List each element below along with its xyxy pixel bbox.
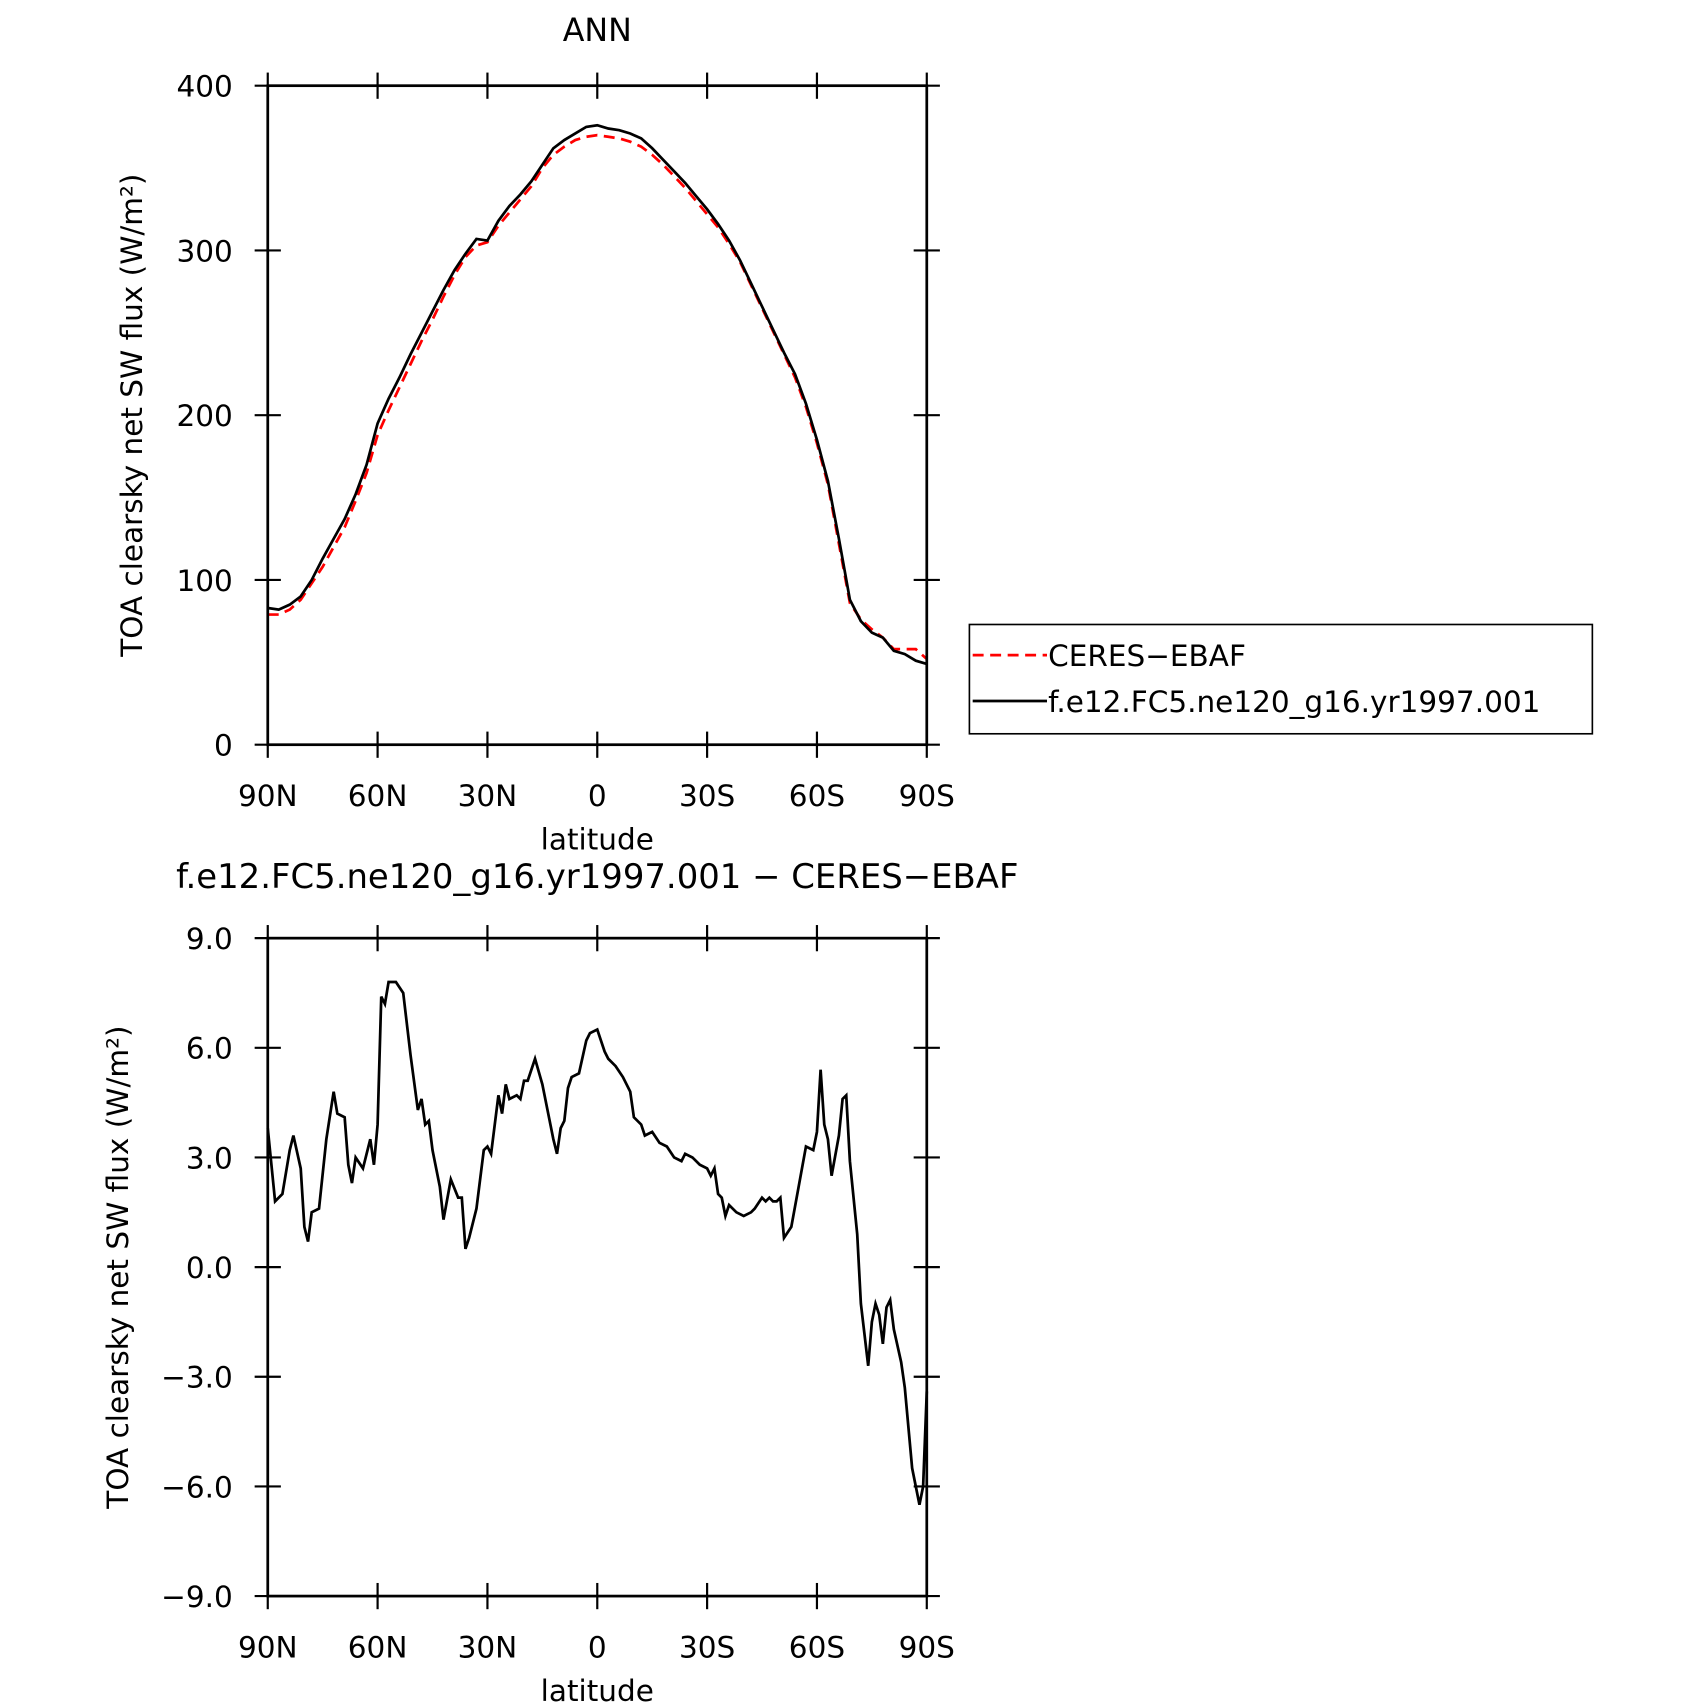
chart-title: ANN (563, 13, 632, 49)
legend-label: f.e12.FC5.ne120_g16.yr1997.001 (1048, 685, 1540, 719)
x-tick-label: 90S (899, 1630, 955, 1664)
x-tick-label: 30N (458, 779, 518, 813)
y-tick-label: 100 (176, 564, 232, 598)
x-tick-label: 30S (679, 779, 735, 813)
x-axis-label: latitude (541, 823, 654, 857)
x-tick-label: 90S (899, 779, 955, 813)
y-tick-label: −9.0 (161, 1580, 233, 1614)
y-tick-label: 300 (176, 234, 232, 268)
data-line (267, 123, 928, 666)
data-line (266, 980, 929, 1505)
x-tick-label: 0 (588, 779, 607, 813)
legend-label: CERES−EBAF (1048, 639, 1246, 673)
data-line (267, 133, 928, 661)
x-tick-label: 60N (348, 779, 408, 813)
y-tick-label: −3.0 (161, 1361, 233, 1395)
plot-frame (266, 84, 929, 747)
x-tick-label: 0 (588, 1630, 607, 1664)
y-tick-label: −6.0 (161, 1470, 233, 1504)
x-tick-label: 60N (348, 1630, 408, 1664)
x-tick-label: 90N (238, 779, 298, 813)
x-tick-label: 60S (789, 779, 845, 813)
y-tick-label: 6.0 (186, 1032, 233, 1066)
y-axis-label: TOA clearsky net SW flux (W/m²) (101, 1026, 135, 1510)
y-tick-label: 0.0 (186, 1251, 233, 1285)
y-tick-label: 400 (176, 70, 232, 104)
x-axis-label: latitude (541, 1674, 654, 1708)
x-tick-label: 60S (789, 1630, 845, 1664)
y-axis-label: TOA clearsky net SW flux (W/m²) (115, 174, 149, 658)
y-tick-label: 3.0 (186, 1141, 233, 1175)
y-tick-label: 9.0 (186, 922, 233, 956)
y-tick-label: 0 (214, 729, 233, 763)
plot-frame (266, 936, 929, 1598)
x-tick-label: 90N (238, 1630, 298, 1664)
chart-title: f.e12.FC5.ne120_g16.yr1997.001 − CERES−E… (176, 857, 1018, 896)
y-tick-label: 200 (176, 399, 232, 433)
x-tick-label: 30N (458, 1630, 518, 1664)
legend-box (968, 623, 1594, 735)
x-tick-label: 30S (679, 1630, 735, 1664)
